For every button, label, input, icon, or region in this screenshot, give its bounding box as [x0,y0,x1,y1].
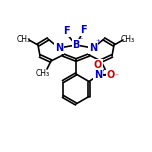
Text: ⁺: ⁺ [99,67,103,76]
Text: O: O [94,59,102,69]
Text: ⁺: ⁺ [96,38,100,47]
Text: CH₃: CH₃ [36,69,50,78]
Text: CH₃: CH₃ [102,69,116,78]
Text: O: O [107,69,115,79]
Text: CH₃: CH₃ [121,35,135,43]
Text: CH₃: CH₃ [17,35,31,43]
Text: B: B [72,40,80,50]
Text: N: N [55,43,63,53]
Text: F: F [63,26,69,36]
Text: ⁻: ⁻ [114,71,118,80]
Text: N: N [94,71,102,81]
Text: N: N [89,43,97,53]
Text: ⁻: ⁻ [79,36,83,45]
Text: F: F [80,25,86,35]
